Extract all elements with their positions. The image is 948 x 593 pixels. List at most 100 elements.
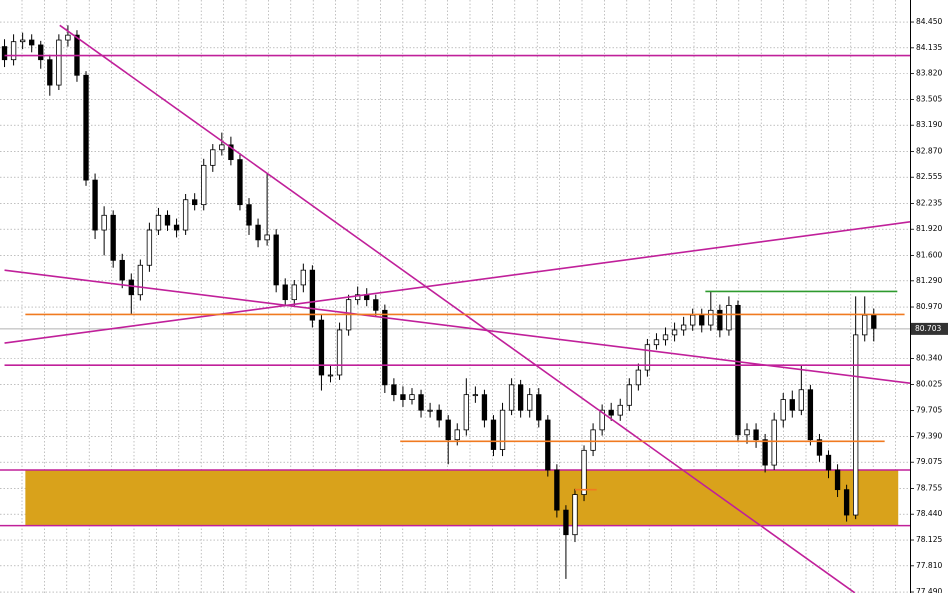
y-tick-label: 81.600	[916, 250, 942, 259]
candle-body	[463, 394, 469, 431]
candle-body	[753, 429, 759, 441]
candle-body	[536, 394, 542, 421]
candle-body	[309, 269, 316, 321]
candle-body	[626, 384, 632, 406]
candle-body	[853, 334, 859, 516]
y-tick-label: 82.235	[916, 198, 942, 207]
y-tick-label: 79.390	[916, 431, 942, 440]
y-tick-label: 83.190	[916, 120, 942, 129]
candle-body	[834, 469, 841, 491]
candle-body	[273, 234, 279, 286]
candle-body	[599, 409, 605, 431]
candle-body	[653, 339, 660, 346]
candle-body	[164, 214, 171, 226]
last-price-tag	[911, 322, 948, 335]
candle-body	[19, 39, 26, 43]
last-price-label: 80.703	[915, 324, 941, 333]
candle-body	[1, 46, 8, 61]
candle-body	[146, 229, 153, 266]
candle-body	[409, 394, 415, 400]
candle-body	[354, 294, 361, 301]
y-tick-label: 79.075	[916, 457, 942, 466]
y-tick-label: 78.755	[916, 483, 942, 492]
candle-body	[690, 314, 696, 326]
y-tick-label: 81.290	[916, 276, 942, 285]
candle-body	[726, 304, 732, 331]
candle-body	[545, 419, 551, 471]
candle-body	[572, 494, 578, 536]
candle-body	[282, 284, 288, 301]
candle-body	[56, 39, 62, 86]
candle-body	[744, 429, 750, 436]
candle-body	[219, 144, 225, 151]
candle-body	[264, 234, 270, 241]
candle-body	[155, 214, 162, 231]
candle-body	[291, 284, 297, 301]
candle-body	[563, 509, 569, 536]
candle-body	[210, 149, 216, 166]
y-tick-label: 83.505	[916, 94, 942, 103]
candle-body	[843, 489, 850, 516]
candle-body	[871, 314, 877, 329]
y-tick-label: 80.970	[916, 302, 942, 311]
candle-body	[65, 34, 71, 41]
y-tick-label: 78.125	[916, 535, 942, 544]
candle-body	[92, 179, 98, 231]
candle-body	[581, 449, 587, 495]
candle-body	[436, 409, 442, 421]
trend-line	[4, 221, 911, 344]
y-tick-label: 78.440	[916, 509, 942, 518]
candle-body	[47, 59, 53, 86]
candle-body	[481, 394, 488, 421]
candle-body	[554, 469, 560, 511]
trend-line	[4, 269, 911, 384]
y-tick-label: 83.820	[916, 69, 942, 78]
candle-body	[454, 429, 460, 441]
y-tick-label: 82.555	[916, 172, 942, 181]
candle-body	[771, 419, 777, 466]
candle-body	[662, 334, 669, 341]
candle-body	[246, 204, 252, 226]
candle-body	[83, 74, 89, 181]
candle-body	[201, 164, 207, 206]
candle-body	[608, 409, 614, 416]
candle-body	[228, 144, 234, 161]
candle-body	[825, 454, 832, 471]
candle-body	[762, 439, 768, 466]
y-tick-label: 79.705	[916, 406, 942, 415]
candle-body	[671, 329, 678, 336]
candle-body	[137, 264, 144, 296]
candle-body	[391, 384, 397, 396]
candle-body	[735, 304, 741, 436]
candle-body	[336, 329, 343, 376]
y-tick-label: 82.870	[916, 146, 942, 155]
candle-body	[255, 224, 261, 241]
candle-body	[110, 214, 116, 261]
candle-body	[101, 214, 107, 231]
candle-body	[192, 199, 198, 206]
candle-body	[173, 224, 180, 231]
candle-body	[119, 259, 125, 281]
candle-body	[517, 384, 524, 411]
y-tick-label: 80.340	[916, 354, 942, 363]
candle-body	[418, 394, 424, 411]
candle-body	[182, 199, 189, 231]
candle-body	[798, 389, 805, 411]
candle-body	[382, 309, 388, 386]
candle-body	[527, 394, 533, 411]
trend-line	[59, 24, 856, 593]
candle-body	[617, 404, 623, 416]
candle-body	[490, 419, 497, 450]
candle-body	[400, 394, 406, 400]
candle-body	[717, 309, 723, 331]
candle-body	[499, 409, 506, 450]
candle-body	[318, 319, 325, 376]
candle-body	[10, 41, 17, 61]
y-tick-label: 77.490	[916, 587, 942, 593]
candle-body	[373, 299, 379, 311]
plot	[0, 21, 911, 593]
y-tick-label: 84.450	[916, 17, 942, 26]
candle-body	[635, 369, 642, 386]
candle-body	[816, 439, 823, 456]
